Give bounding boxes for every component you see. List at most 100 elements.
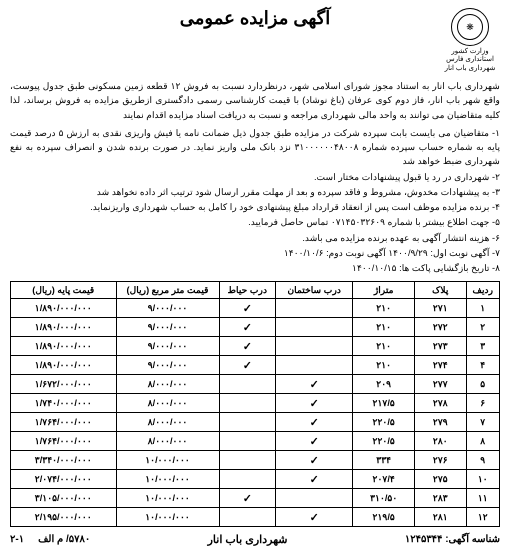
cell-dy: ✓	[219, 318, 276, 337]
cell-m: ۲۱۷/۵	[353, 394, 415, 413]
cell-plak: ۲۷۹	[415, 413, 466, 432]
page-title: آگهی مزایده عمومی	[70, 8, 440, 29]
cell-r: ۲	[466, 318, 499, 337]
cell-pm: ۹/۰۰۰/۰۰۰	[116, 356, 219, 375]
table-row: ۱۲۲۸۱۲۱۹/۵✓۱۰/۰۰۰/۰۰۰۲/۱۹۵/۰۰۰/۰۰۰	[11, 508, 500, 527]
term-4: ۴- برنده مزایده موظف است پس از انعقاد قر…	[10, 200, 500, 214]
cell-pm: ۸/۰۰۰/۰۰۰	[116, 413, 219, 432]
cell-r: ۵	[466, 375, 499, 394]
logo-block: ❋ وزارت کشور استانداری فارس شهرداری باب …	[440, 8, 500, 73]
cell-db: ✓	[276, 432, 353, 451]
cell-plak: ۲۷۱	[415, 299, 466, 318]
term-2: ۲- شهرداری در رد یا قبول پیشنهادات مختار…	[10, 170, 500, 184]
cell-plak: ۲۷۸	[415, 394, 466, 413]
cell-db: ✓	[276, 451, 353, 470]
col-metraj: متراژ	[353, 282, 415, 299]
term-3: ۳- به پیشنهادات مخدوش، مشروط و فاقد سپرد…	[10, 185, 500, 199]
col-door-building: درب ساختمان	[276, 282, 353, 299]
cell-m: ۲۲۰/۵	[353, 413, 415, 432]
logo-line3: شهرداری باب انار	[440, 65, 500, 73]
cell-dy	[219, 451, 276, 470]
logo-icon: ❋	[451, 8, 489, 46]
cell-pm: ۹/۰۰۰/۰۰۰	[116, 318, 219, 337]
cell-m: ۲۱۰	[353, 318, 415, 337]
terms-list: ۱- متقاضیان می بایست بابت سپرده شرکت در …	[10, 126, 500, 276]
term-1: ۱- متقاضیان می بایست بابت سپرده شرکت در …	[10, 126, 500, 169]
footer-page: ۲-۱	[10, 534, 24, 545]
cell-dy	[219, 470, 276, 489]
cell-m: ۲۰۹	[353, 375, 415, 394]
cell-m: ۲۲۰/۵	[353, 432, 415, 451]
cell-dy	[219, 413, 276, 432]
cell-pm: ۱۰/۰۰۰/۰۰۰	[116, 489, 219, 508]
cell-pm: ۹/۰۰۰/۰۰۰	[116, 299, 219, 318]
table-row: ۵۲۷۷۲۰۹✓ ۸/۰۰۰/۰۰۰۱/۶۷۲/۰۰۰/۰۰۰	[11, 375, 500, 394]
table-row: ۸۲۸۰۲۲۰/۵✓۸/۰۰۰/۰۰۰۱/۷۶۴/۰۰۰/۰۰۰	[11, 432, 500, 451]
cell-m: ۲۱۰	[353, 337, 415, 356]
cell-pm: ۱۰/۰۰۰/۰۰۰	[116, 470, 219, 489]
table-row: ۴۲۷۴۲۱۰✓۹/۰۰۰/۰۰۰۱/۸۹۰/۰۰۰/۰۰۰	[11, 356, 500, 375]
cell-db: ✓	[276, 375, 353, 394]
cell-dy	[219, 508, 276, 527]
cell-pt: ۱/۸۹۰/۰۰۰/۰۰۰	[11, 337, 117, 356]
cell-db	[276, 489, 353, 508]
cell-dy	[219, 432, 276, 451]
cell-plak: ۲۷۲	[415, 318, 466, 337]
col-radif: ردیف	[466, 282, 499, 299]
cell-db	[276, 318, 353, 337]
cell-pt: ۲/۰۷۴/۰۰۰/۰۰۰	[11, 470, 117, 489]
cell-pt: ۲/۱۹۵/۰۰۰/۰۰۰	[11, 508, 117, 527]
table-row: ۱۱۲۸۳۳۱۰/۵۰✓۱۰/۰۰۰/۰۰۰۳/۱۰۵/۰۰۰/۰۰۰	[11, 489, 500, 508]
cell-plak: ۲۷۵	[415, 470, 466, 489]
cell-db	[276, 356, 353, 375]
cell-r: ۱۲	[466, 508, 499, 527]
cell-m: ۳۱۰/۵۰	[353, 489, 415, 508]
footer: شناسه آگهی: ۱۲۴۵۳۴۴ شهرداری باب انار ۵۷۸…	[10, 533, 500, 546]
cell-m: ۲۱۰	[353, 299, 415, 318]
cell-db: ✓	[276, 413, 353, 432]
cell-plak: ۲۷۳	[415, 337, 466, 356]
cell-pm: ۱۰/۰۰۰/۰۰۰	[116, 451, 219, 470]
cell-r: ۱۰	[466, 470, 499, 489]
logo-line2: استانداری فارس	[440, 56, 500, 64]
footer-ref: ۵۷۸۰/ م الف	[38, 534, 90, 545]
cell-pt: ۱/۷۴۰/۰۰۰/۰۰۰	[11, 394, 117, 413]
cell-m: ۳۳۴	[353, 451, 415, 470]
lots-table: ردیف پلاک متراژ درب ساختمان درب حیاط قیم…	[10, 281, 500, 527]
table-header-row: ردیف پلاک متراژ درب ساختمان درب حیاط قیم…	[11, 282, 500, 299]
cell-pm: ۸/۰۰۰/۰۰۰	[116, 375, 219, 394]
cell-pm: ۸/۰۰۰/۰۰۰	[116, 394, 219, 413]
cell-plak: ۲۷۴	[415, 356, 466, 375]
cell-r: ۶	[466, 394, 499, 413]
cell-r: ۳	[466, 337, 499, 356]
cell-pt: ۳/۳۴۰/۰۰۰/۰۰۰	[11, 451, 117, 470]
cell-m: ۲۰۷/۴	[353, 470, 415, 489]
cell-dy	[219, 394, 276, 413]
cell-pt: ۱/۶۷۲/۰۰۰/۰۰۰	[11, 375, 117, 394]
cell-db	[276, 299, 353, 318]
cell-pt: ۱/۸۹۰/۰۰۰/۰۰۰	[11, 299, 117, 318]
cell-pt: ۱/۸۹۰/۰۰۰/۰۰۰	[11, 318, 117, 337]
cell-db: ✓	[276, 394, 353, 413]
cell-plak: ۲۸۱	[415, 508, 466, 527]
cell-dy: ✓	[219, 299, 276, 318]
table-row: ۱۲۷۱۲۱۰✓۹/۰۰۰/۰۰۰۱/۸۹۰/۰۰۰/۰۰۰	[11, 299, 500, 318]
cell-pt: ۱/۸۹۰/۰۰۰/۰۰۰	[11, 356, 117, 375]
cell-dy	[219, 375, 276, 394]
cell-db: ✓	[276, 508, 353, 527]
footer-id: شناسه آگهی: ۱۲۴۵۳۴۴	[405, 534, 500, 545]
table-row: ۲۲۷۲۲۱۰ ✓۹/۰۰۰/۰۰۰۱/۸۹۰/۰۰۰/۰۰۰	[11, 318, 500, 337]
cell-r: ۹	[466, 451, 499, 470]
cell-db	[276, 337, 353, 356]
cell-pm: ۱۰/۰۰۰/۰۰۰	[116, 508, 219, 527]
cell-m: ۲۱۰	[353, 356, 415, 375]
cell-plak: ۲۷۷	[415, 375, 466, 394]
table-row: ۱۰۲۷۵۲۰۷/۴✓۱۰/۰۰۰/۰۰۰۲/۰۷۴/۰۰۰/۰۰۰	[11, 470, 500, 489]
col-pelak: پلاک	[415, 282, 466, 299]
term-6: ۶- هزینه انتشار آگهی به عهده برنده مزاید…	[10, 231, 500, 245]
term-8: ۸- تاریخ بازگشایی پاکت ها: ۱۴۰۰/۱۰/۱۵	[10, 261, 500, 275]
cell-r: ۴	[466, 356, 499, 375]
cell-dy: ✓	[219, 489, 276, 508]
cell-pm: ۹/۰۰۰/۰۰۰	[116, 337, 219, 356]
cell-pt: ۱/۷۶۴/۰۰۰/۰۰۰	[11, 413, 117, 432]
